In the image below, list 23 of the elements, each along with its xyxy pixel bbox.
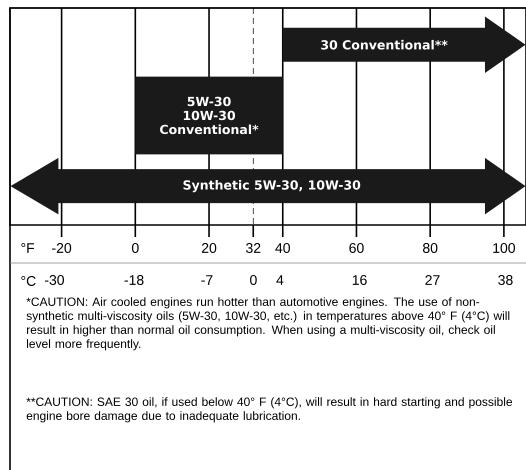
x-tick-label: 60	[349, 243, 364, 253]
x-axis-title: °F	[21, 243, 34, 253]
x2-tick-label: 4	[276, 275, 284, 285]
text: **CAUTION: SAE 30 oil, if used below 40° F (4°C), will result in hard starting and possible engine bore damage due to inadequate lubrication.	[26, 397, 512, 422]
x-tick-label: 20	[202, 243, 216, 253]
x-tick-label: 32	[246, 243, 260, 253]
x2-tick-label: -7	[201, 275, 212, 285]
x2-tick-label: -30	[44, 275, 64, 285]
y-tick-label: 5W-30 10W-30 Conventional*	[160, 96, 258, 134]
x2-tick-label: 16	[352, 275, 367, 285]
x2-axis-title: °C	[21, 276, 36, 286]
y-tick-label: 30 Conventional**	[321, 40, 448, 50]
y-tick-label: Synthetic 5W-30, 10W-30	[183, 180, 360, 192]
x-tick-label: 0	[132, 243, 139, 253]
x2-tick-label: -18	[124, 275, 144, 285]
x2-tick-label: 27	[425, 275, 440, 285]
x-tick-label: -20	[52, 243, 72, 253]
x-tick-label: 40	[275, 243, 290, 253]
x2-tick-label: 38	[498, 275, 513, 285]
x-tick-label: 100	[493, 243, 516, 253]
x2-tick-label: 0	[250, 275, 257, 285]
x-tick-label: 80	[423, 243, 438, 253]
text: *CAUTION: Air cooled engines run hotter than automotive engines. The use of non-synthetic multi-viscosity oils (5W-30, 10W-30, etc.) in temperatures above 40° F (4°C) will result in higher than normal oil consumption. When using a multi-viscosity oil, check oil level more frequently.	[26, 297, 510, 350]
